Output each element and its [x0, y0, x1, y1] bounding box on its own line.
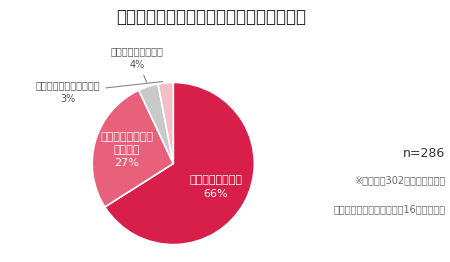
- Text: n=286: n=286: [403, 147, 446, 160]
- Text: ほとんど参加しなかった
3%: ほとんど参加しなかった 3%: [36, 81, 163, 104]
- Wedge shape: [105, 83, 254, 245]
- Text: 積極的に参加した
66%: 積極的に参加した 66%: [189, 175, 243, 199]
- Text: 行われなかったと回答した16名を除く。: 行われなかったと回答した16名を除く。: [333, 204, 446, 214]
- Wedge shape: [139, 84, 173, 163]
- Text: 今年、どの程度文化祭に参加しましたか？: 今年、どの程度文化祭に参加しましたか？: [117, 8, 306, 26]
- Text: 全く参加しなかった
4%: 全く参加しなかった 4%: [110, 47, 163, 82]
- Wedge shape: [92, 90, 173, 207]
- Text: ※女子高生302名中、文化祭が: ※女子高生302名中、文化祭が: [354, 176, 446, 185]
- Text: 積極的ではないが
参加した
27%: 積極的ではないが 参加した 27%: [100, 132, 153, 168]
- Wedge shape: [158, 83, 173, 163]
